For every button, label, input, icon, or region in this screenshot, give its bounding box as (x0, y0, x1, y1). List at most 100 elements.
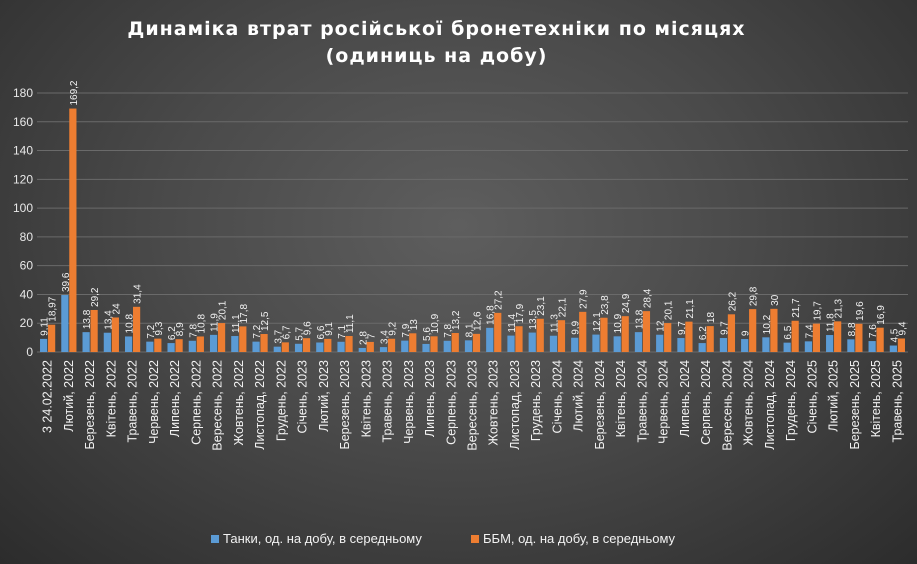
data-label: 23,1 (536, 296, 547, 316)
bar-bbm (685, 321, 693, 352)
data-label: 17,8 (239, 303, 250, 323)
data-label: 39,6 (61, 272, 72, 292)
y-tick-label: 0 (26, 345, 33, 359)
data-label: 9,3 (154, 321, 165, 335)
bar-bbm (48, 324, 56, 352)
data-label: 18 (706, 312, 717, 324)
x-tick-label: Червень, 2023 (402, 360, 416, 444)
bar-bbm (621, 316, 629, 352)
bar-tanks (124, 336, 133, 352)
bar-bbm (111, 317, 119, 352)
bar-tanks (273, 346, 281, 352)
bar-bbm (834, 321, 842, 352)
bar-bbm (855, 323, 863, 352)
bar-bbm (409, 333, 417, 352)
data-label: 169,2 (69, 80, 80, 105)
data-label: 13,2 (451, 310, 462, 330)
bar-tanks (741, 339, 749, 352)
bar-bbm (154, 338, 162, 352)
bar-bbm (897, 338, 905, 352)
bar-bbm (430, 336, 438, 352)
data-label: 21,3 (834, 298, 845, 318)
bar-tanks (231, 336, 239, 352)
data-label: 23,8 (600, 295, 611, 315)
bar-tanks (656, 334, 664, 352)
x-tick-label: Травень, 2023 (381, 360, 395, 443)
bar-tanks (167, 343, 175, 352)
data-label: 13,8 (82, 309, 93, 329)
data-label: 6,2 (167, 326, 178, 340)
data-label: 9 (741, 330, 752, 336)
data-label: 6,2 (698, 326, 709, 340)
bar-tanks (40, 338, 48, 352)
data-label: 26,2 (727, 291, 738, 311)
data-label: 10,9 (613, 313, 624, 333)
x-tick-label: Квітень, 2023 (359, 360, 373, 437)
bar-bbm (600, 317, 608, 352)
y-tick-label: 140 (13, 144, 33, 158)
data-label: 10,9 (430, 313, 441, 333)
data-label: 11,8 (826, 313, 837, 332)
bar-tanks (337, 341, 345, 352)
bar-tanks (146, 341, 154, 352)
data-label: 27,9 (579, 289, 590, 309)
data-label: 9,7 (677, 321, 688, 335)
bar-bbm (494, 312, 502, 352)
y-tick-label: 80 (20, 230, 34, 244)
bar-tanks (443, 340, 451, 352)
data-label: 28,4 (642, 288, 653, 308)
data-label: 24 (111, 303, 122, 315)
data-label: 31,4 (133, 284, 144, 304)
bar-bbm (557, 320, 566, 352)
y-tick-label: 160 (13, 115, 33, 129)
x-tick-label: Листопад, 2023 (508, 360, 522, 450)
bar-bbm (175, 339, 183, 352)
bar-tanks (528, 332, 536, 352)
x-tick-label: Березень, 2024 (593, 360, 607, 450)
bar-bbm (260, 334, 268, 352)
x-tick-label: Лютий, 2024 (572, 360, 586, 432)
bar-bbm (451, 333, 459, 352)
data-label: 9,7 (719, 321, 730, 335)
bar-tanks (401, 340, 409, 352)
bar-tanks (868, 341, 876, 352)
bar-bbm (302, 338, 311, 352)
bar-bbm (749, 309, 757, 352)
y-tick-label: 20 (20, 316, 34, 330)
x-tick-label: Липень, 2024 (678, 360, 692, 437)
x-tick-label: Жовтень, 2024 (742, 360, 756, 445)
data-label: 6,6 (316, 325, 327, 339)
bar-bbm (791, 320, 799, 352)
legend-swatch (211, 535, 219, 543)
x-tick-label: Березень, 2025 (848, 360, 862, 450)
x-tick-label: Жовтень, 2023 (487, 360, 501, 445)
bar-tanks (613, 336, 621, 352)
data-label: 6,5 (783, 325, 794, 339)
data-label: 7,9 (401, 323, 412, 337)
legend-label: ББМ, од. на добу, в середньому (483, 531, 676, 546)
data-label: 3,4 (380, 330, 391, 344)
data-label: 16,8 (486, 305, 497, 325)
data-label: 10,2 (762, 314, 773, 334)
data-label: 29,8 (749, 286, 760, 306)
y-tick-label: 40 (20, 287, 34, 301)
chart-subtitle: (одиниць на добу) (325, 45, 548, 67)
data-label: 13,5 (528, 310, 539, 330)
data-label: 7 (366, 333, 377, 339)
x-tick-label: Серпень, 2023 (444, 360, 458, 445)
bar-bbm (387, 338, 396, 352)
x-tick-label: Травень, 2025 (890, 360, 904, 443)
x-tick-label: Грудень, 2022 (274, 360, 288, 441)
x-tick-label: Квітень, 2022 (104, 360, 118, 437)
data-label: 29,2 (90, 287, 101, 307)
bar-bbm (132, 306, 141, 352)
x-tick-label: Вересень, 2022 (211, 360, 225, 451)
x-tick-label: Березень, 2023 (338, 360, 352, 450)
data-label: 8,1 (465, 323, 476, 337)
data-label: 21,1 (685, 299, 696, 319)
bar-bbm (69, 108, 77, 352)
bar-tanks (188, 340, 196, 352)
data-label: 9,11 (40, 317, 51, 336)
